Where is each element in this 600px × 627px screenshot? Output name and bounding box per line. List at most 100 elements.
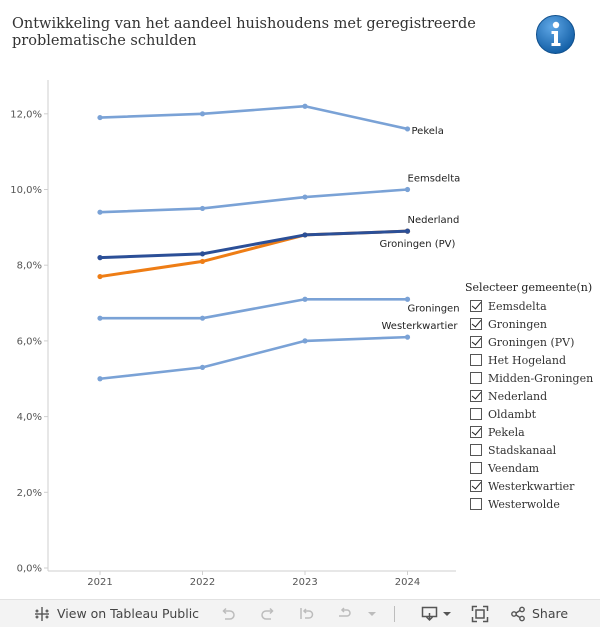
- series-end-label: Nederland: [408, 215, 460, 226]
- data-point: [97, 209, 103, 215]
- series-end-label: Groningen (PV): [380, 239, 456, 250]
- filter-option[interactable]: Het Hogeland: [465, 351, 600, 369]
- data-point: [404, 126, 411, 132]
- checkbox-unchecked[interactable]: [470, 498, 482, 510]
- x-tick-label: 2021: [87, 577, 112, 588]
- x-tick-label: 2024: [395, 577, 420, 588]
- chart-title: Ontwikkeling van het aandeel huishoudens…: [12, 16, 476, 49]
- refresh-icon: [337, 606, 377, 622]
- data-point: [404, 186, 411, 193]
- info-icon[interactable]: [535, 14, 576, 55]
- data-point: [302, 296, 308, 302]
- toolbar-divider: [394, 606, 395, 622]
- series-line: [99, 229, 408, 260]
- share-button[interactable]: Share: [510, 600, 568, 627]
- view-on-tableau-button[interactable]: View on Tableau Public: [34, 600, 199, 627]
- revert-icon: [299, 606, 315, 622]
- filter-option-label: Stadskanaal: [488, 443, 557, 457]
- checkbox-unchecked[interactable]: [470, 408, 482, 420]
- data-point: [404, 296, 411, 302]
- series-line: [99, 188, 408, 214]
- series-line: [99, 335, 408, 381]
- data-point: [199, 258, 206, 265]
- filter-option-label: Oldambt: [488, 407, 537, 421]
- tableau-toolbar: View on Tableau Public: [0, 599, 600, 627]
- filter-option-label: Groningen (PV): [488, 335, 575, 349]
- refresh-button[interactable]: [337, 600, 377, 627]
- y-tick-label: 4,0%: [17, 412, 42, 423]
- checkbox-checked[interactable]: [470, 390, 482, 402]
- filter-option[interactable]: Pekela: [465, 423, 600, 441]
- undo-icon: [220, 606, 236, 622]
- series-end-label: Westerkwartier: [382, 321, 459, 332]
- filter-option[interactable]: Stadskanaal: [465, 441, 600, 459]
- redo-button[interactable]: [260, 600, 276, 627]
- share-label: Share: [532, 606, 569, 621]
- data-point: [97, 376, 103, 382]
- fullscreen-icon: [471, 605, 489, 623]
- filter-option[interactable]: Groningen: [465, 315, 600, 333]
- checkbox-checked[interactable]: [470, 426, 482, 438]
- checkbox-checked[interactable]: [470, 300, 482, 312]
- data-point: [97, 315, 103, 321]
- filter-option-label: Midden-Groningen: [488, 371, 594, 385]
- filter-option[interactable]: Nederland: [465, 387, 600, 405]
- x-tick-label: 2022: [190, 577, 215, 588]
- data-point: [199, 205, 206, 212]
- gemeente-filter: Selecteer gemeente(n) Eemsdelta Groningen…: [465, 281, 600, 513]
- series-end-label: Pekela: [412, 126, 444, 137]
- checkbox-checked[interactable]: [470, 318, 482, 330]
- share-icon: [510, 606, 526, 622]
- filter-option[interactable]: Westerkwartier: [465, 477, 600, 495]
- filter-option[interactable]: Oldambt: [465, 405, 600, 423]
- revert-button[interactable]: [299, 600, 315, 627]
- y-tick-label: 8,0%: [17, 261, 42, 272]
- filter-option-label: Eemsdelta: [488, 299, 547, 313]
- redo-icon: [260, 606, 276, 622]
- filter-option-label: Westerkwartier: [488, 479, 575, 493]
- y-tick-label: 2,0%: [17, 488, 42, 499]
- data-point: [199, 251, 206, 257]
- data-point: [97, 273, 103, 280]
- data-point: [97, 255, 103, 261]
- data-point: [302, 194, 308, 200]
- filter-option-label: Nederland: [488, 389, 548, 403]
- filter-title: Selecteer gemeente(n): [465, 281, 593, 294]
- filter-option[interactable]: Veendam: [465, 459, 600, 477]
- series-line: [100, 297, 408, 320]
- checkbox-unchecked[interactable]: [470, 462, 482, 474]
- filter-option[interactable]: Westerwolde: [465, 495, 600, 513]
- fullscreen-button[interactable]: [471, 600, 489, 627]
- filter-option-label: Veendam: [488, 461, 540, 475]
- data-point: [199, 111, 206, 117]
- checkbox-unchecked[interactable]: [470, 444, 482, 456]
- x-tick-label: 2023: [292, 577, 317, 588]
- data-point: [302, 232, 308, 238]
- checkbox-checked[interactable]: [470, 480, 482, 492]
- series-end-label: Groningen: [408, 303, 460, 314]
- y-tick-label: 12,0%: [10, 109, 42, 120]
- tableau-logo-icon: [34, 606, 50, 622]
- y-tick-label: 6,0%: [17, 336, 42, 347]
- filter-option[interactable]: Eemsdelta: [465, 297, 600, 315]
- data-point: [199, 315, 206, 321]
- data-point: [97, 114, 103, 121]
- view-on-tableau-label: View on Tableau Public: [57, 606, 200, 621]
- undo-button[interactable]: [220, 600, 236, 627]
- download-icon: [421, 606, 452, 622]
- filter-option-label: Groningen: [488, 317, 547, 331]
- filter-option-label: Westerwolde: [488, 497, 560, 511]
- line-chart: 0,0% 2,0% 4,0% 6,0% 8,0% 10,0% 12,0% 2021 2022 20…: [10, 80, 460, 588]
- y-tick-label: 0,0%: [17, 564, 42, 575]
- download-button[interactable]: [421, 600, 452, 627]
- filter-option[interactable]: Groningen (PV): [465, 333, 600, 351]
- data-point: [302, 103, 308, 109]
- data-point: [199, 364, 206, 370]
- filter-option-label: Het Hogeland: [488, 353, 566, 367]
- filter-option[interactable]: Midden-Groningen: [465, 369, 600, 387]
- checkbox-unchecked[interactable]: [470, 354, 482, 366]
- checkbox-checked[interactable]: [470, 336, 482, 348]
- checkbox-unchecked[interactable]: [470, 372, 482, 384]
- y-tick-label: 10,0%: [10, 185, 42, 196]
- series-line: [99, 104, 408, 131]
